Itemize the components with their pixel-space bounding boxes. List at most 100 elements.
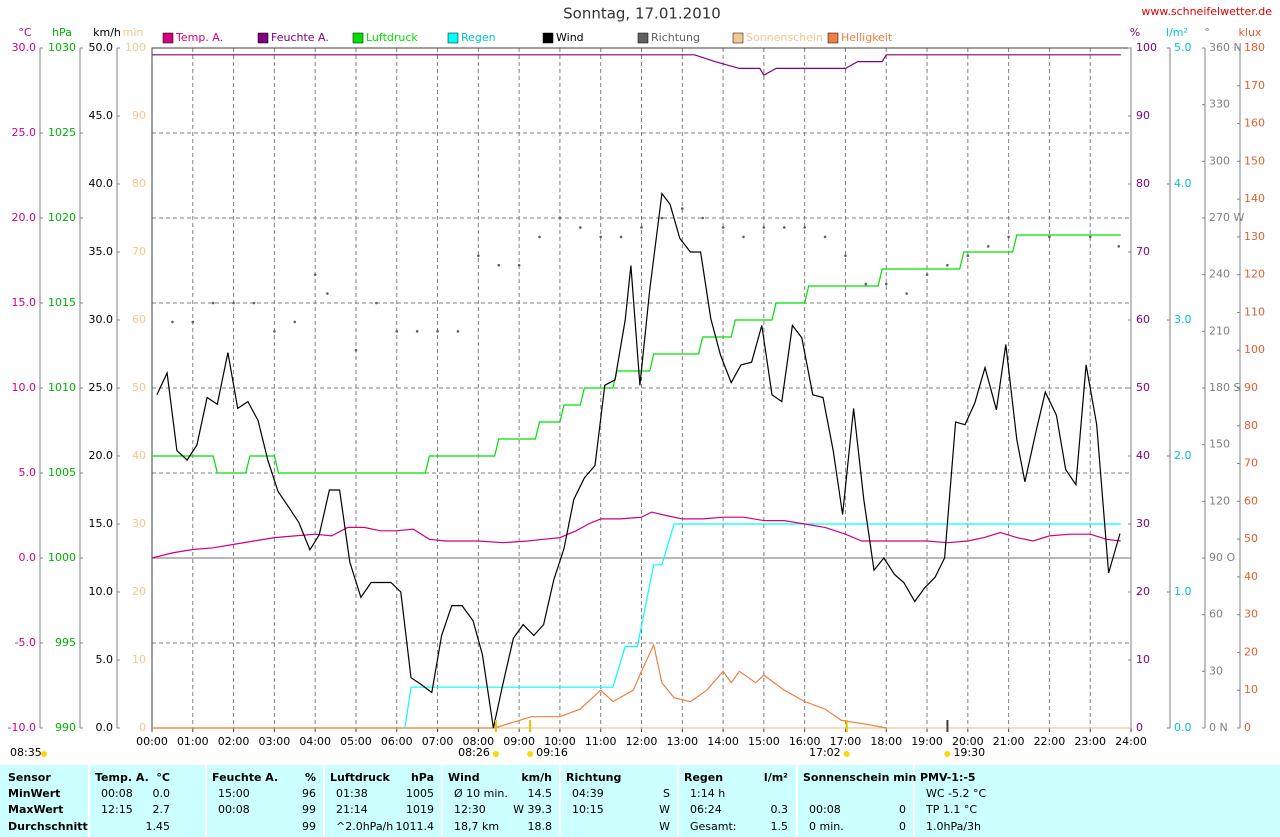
direction-dot <box>211 301 215 305</box>
x-tick-label: 07:00 <box>422 735 454 748</box>
legend-label: Regen <box>461 31 496 44</box>
y-tick-label: 0.0 <box>19 551 37 564</box>
direction-dot <box>477 254 480 258</box>
y-tick-label: 90 O <box>1209 551 1235 564</box>
x-tick-label: 21:00 <box>993 735 1025 748</box>
y-tick-label: 30 <box>1209 664 1223 677</box>
y-tick-label: 90 <box>1136 109 1150 122</box>
y-tick-label: 50 <box>1244 532 1258 545</box>
chart-title: Sonntag, 17.01.2010 <box>563 5 721 23</box>
y-tick-label: 995 <box>55 636 76 649</box>
y-tick-label: 1025 <box>48 126 76 139</box>
sun-icon <box>527 751 534 757</box>
table-cell: PMV-1:-5 <box>920 771 976 784</box>
table-cell: Regen <box>684 771 723 784</box>
y-tick-label: 50 <box>132 381 146 394</box>
direction-dot <box>415 330 419 333</box>
x-tick-label: 24:00 <box>1115 735 1147 748</box>
direction-dot <box>375 301 378 305</box>
y-tick-label: 15.0 <box>89 517 114 530</box>
y-tick-label: 20 <box>132 585 146 598</box>
direction-dot <box>273 330 276 333</box>
direction-dot <box>680 207 684 210</box>
table-cell: Gesamt: <box>690 820 737 833</box>
y-tick-label: 80 <box>1136 177 1150 190</box>
table-row-label: MinWert <box>8 787 60 800</box>
table-cell: 06:24 <box>690 803 722 816</box>
direction-dot <box>1117 245 1121 248</box>
table-row-label: MaxWert <box>8 803 63 816</box>
direction-dot <box>905 292 908 295</box>
x-tick-label: 18:00 <box>870 735 902 748</box>
x-tick-label: 06:00 <box>381 735 413 748</box>
x-tick-label: 20:00 <box>952 735 984 748</box>
y-tick-label: 150 <box>1244 154 1265 167</box>
direction-dot <box>762 226 766 229</box>
table-cell: W <box>659 803 670 816</box>
table-cell: 99 <box>302 803 316 816</box>
y-tick-label: 10 <box>132 653 146 666</box>
table-cell: TP 1.1 °C <box>925 803 977 816</box>
x-tick-label: 13:00 <box>666 735 698 748</box>
series-line <box>152 54 1121 77</box>
y-tick-label: 70 <box>1136 245 1150 258</box>
direction-dot <box>579 226 582 229</box>
y-tick-label: 160 <box>1244 117 1265 130</box>
sun-icon <box>492 751 499 757</box>
y-tick-label: 5.0 <box>96 653 114 666</box>
legend-swatch <box>542 32 554 44</box>
table-cell: Ø 10 min. <box>454 787 508 800</box>
y-tick-label: 150 <box>1209 438 1230 451</box>
y-tick-label: 50 <box>1136 381 1150 394</box>
y-tick-label: 180 <box>1244 41 1265 54</box>
x-tick-label: 23:00 <box>1074 735 1106 748</box>
legend-swatch <box>352 32 364 44</box>
annotation: 17:02 <box>809 746 841 759</box>
y-tick-label: 10 <box>1244 683 1258 696</box>
y-tick-label: 300 <box>1209 154 1230 167</box>
y-tick-label: 210 <box>1209 324 1230 337</box>
annotation: 09:16 <box>536 746 568 759</box>
direction-dot <box>252 301 256 305</box>
y-tick-label: 90 <box>132 109 146 122</box>
table-cell: Wind <box>448 771 480 784</box>
y-tick-label: 10.0 <box>12 381 37 394</box>
table-cell: 01:38 <box>336 787 368 800</box>
direction-dot <box>558 216 562 220</box>
table-cell: 99 <box>302 820 316 833</box>
y-tick-label: 180 S <box>1209 381 1240 394</box>
table-cell: 1019 <box>406 803 434 816</box>
y-tick-label: 3.0 <box>1174 313 1192 326</box>
direction-dot <box>497 263 501 267</box>
direction-dot <box>660 216 664 220</box>
y-tick-label: 40 <box>132 449 146 462</box>
y-axis-unit: °C <box>18 26 32 39</box>
y-tick-label: 120 <box>1244 268 1265 281</box>
y-tick-label: 4.0 <box>1174 177 1192 190</box>
table-cell: 00:08 <box>809 803 841 816</box>
legend-label: Luftdruck <box>366 31 418 44</box>
direction-dot <box>782 226 786 229</box>
direction-dot <box>456 330 460 333</box>
y-tick-label: 0 <box>1244 721 1251 734</box>
series-line <box>152 643 887 729</box>
x-tick-label: 04:00 <box>299 735 331 748</box>
direction-dot <box>232 301 235 305</box>
y-tick-label: 5.0 <box>19 466 37 479</box>
x-tick-label: 05:00 <box>340 735 372 748</box>
y-tick-label: 20 <box>1244 645 1258 658</box>
legend-label: Richtung <box>651 31 700 44</box>
y-tick-label: 80 <box>1244 419 1258 432</box>
y-tick-label: 0 N <box>1209 721 1228 734</box>
x-tick-label: 17:00 <box>830 735 862 748</box>
y-tick-label: 10.0 <box>89 585 114 598</box>
series-line <box>404 523 1121 729</box>
y-tick-label: 1.0 <box>1174 585 1192 598</box>
direction-dot <box>599 235 603 239</box>
direction-dot <box>1088 235 1092 239</box>
direction-dot <box>191 320 195 324</box>
direction-dot <box>313 273 317 276</box>
legend-label: Sonnenschein <box>746 31 823 44</box>
legend-swatch <box>257 32 269 44</box>
y-tick-label: 25.0 <box>12 126 37 139</box>
